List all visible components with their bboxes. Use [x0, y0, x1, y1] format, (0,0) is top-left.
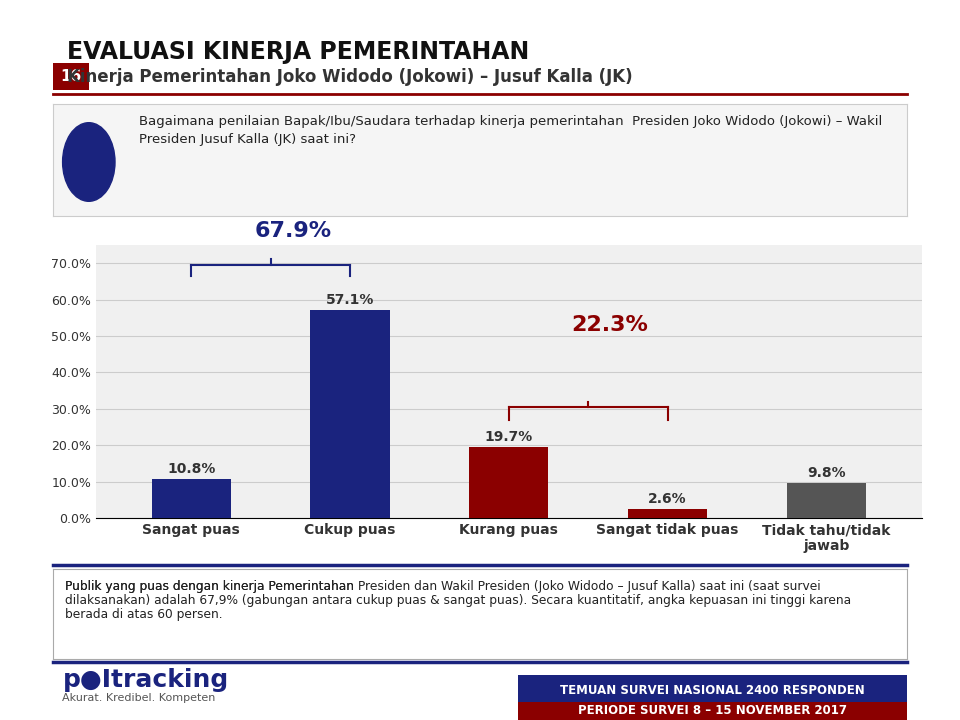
Bar	[628, 509, 708, 518]
Text: dilaksanakan) adalah 67,9% (gabungan antara cukup puas & sangat puas). Secara ku: dilaksanakan) adalah 67,9% (gabungan ant…	[65, 594, 852, 607]
Text: Kinerja Pemerintahan Joko Widodo (Jokowi) – Jusuf Kalla (JK): Kinerja Pemerintahan Joko Widodo (Jokowi…	[67, 68, 633, 86]
Text: p●Itracking: p●Itracking	[62, 668, 228, 693]
Text: Bagaimana penilaian Bapak/Ibu/Saudara terhadap kinerja pemerintahan  Presiden Jo: Bagaimana penilaian Bapak/Ibu/Saudara te…	[139, 115, 882, 146]
Text: TEMUAN SURVEI NASIONAL 2400 RESPONDEN: TEMUAN SURVEI NASIONAL 2400 RESPONDEN	[561, 684, 865, 697]
Text: 9.8%: 9.8%	[807, 466, 846, 480]
Text: berada di atas 60 persen.: berada di atas 60 persen.	[65, 608, 223, 621]
Text: 67.9%: 67.9%	[254, 221, 331, 241]
Text: PERIODE SURVEI 8 – 15 NOVEMBER 2017: PERIODE SURVEI 8 – 15 NOVEMBER 2017	[578, 704, 848, 718]
Text: 2.6%: 2.6%	[648, 492, 687, 506]
Text: Publik yang puas dengan kinerja Pemerintahan: Publik yang puas dengan kinerja Pemerint…	[65, 580, 358, 593]
Text: 16: 16	[60, 69, 82, 84]
Text: 19.7%: 19.7%	[485, 430, 533, 444]
Bar	[469, 446, 548, 518]
Circle shape	[62, 122, 115, 202]
Text: 57.1%: 57.1%	[325, 293, 374, 307]
Bar	[786, 482, 866, 518]
Text: Akurat. Kredibel. Kompeten: Akurat. Kredibel. Kompeten	[62, 693, 216, 703]
Text: EVALUASI KINERJA PEMERINTAHAN: EVALUASI KINERJA PEMERINTAHAN	[67, 40, 530, 63]
Text: 22.3%: 22.3%	[571, 315, 648, 335]
Bar	[310, 310, 390, 518]
Bar	[152, 479, 231, 518]
Text: ?: ?	[80, 148, 98, 176]
Text: Publik yang puas dengan kinerja Pemerintahan Presiden dan Wakil Presiden (Joko W: Publik yang puas dengan kinerja Pemerint…	[65, 580, 821, 593]
Text: 10.8%: 10.8%	[167, 462, 215, 476]
